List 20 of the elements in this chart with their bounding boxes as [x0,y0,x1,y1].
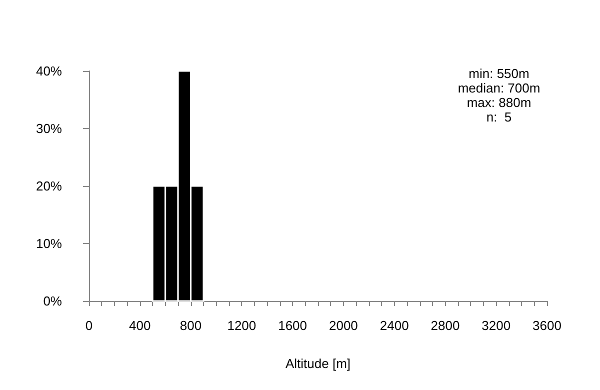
annotation: max: 880m [466,95,532,110]
annotation: min: 550m [468,66,530,81]
x-tick-label: 3600 [532,318,562,333]
x-tick-label: 1200 [227,318,256,333]
x-tick-label: 400 [129,318,151,333]
x-tick-label: 2000 [328,318,358,333]
x-tick-label: 0 [85,318,93,333]
y-tick-label: 40% [36,64,62,78]
y-tick-label: 0% [43,294,62,308]
x-tick-label: 2800 [430,318,460,333]
annotation: median: 700m [458,80,540,96]
x-tick-label: 2400 [380,318,409,333]
y-tick-label: 30% [36,121,62,136]
x-axis-title: Altitude [m] [285,356,351,371]
y-tick-label: 20% [36,178,62,194]
x-tick-label: 3200 [482,318,511,333]
annotation: n: 5 [486,110,512,124]
y-tick-label: 10% [36,236,62,251]
x-tick-label: 800 [180,318,202,333]
x-tick-label: 1600 [278,318,308,333]
